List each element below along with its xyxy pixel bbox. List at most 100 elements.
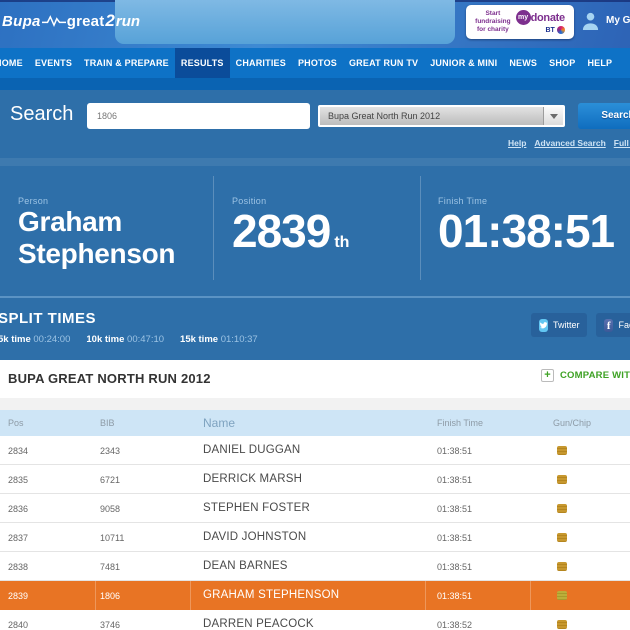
cell-name: DARREN PEACOCK [203, 618, 314, 630]
gun-chip-icon [557, 475, 567, 484]
gun-chip-icon [557, 446, 567, 455]
position-label: Position [232, 196, 267, 206]
help-link[interactable]: Help [508, 138, 527, 148]
person-label: Person [18, 196, 49, 206]
runner-first-name: Graham [18, 206, 123, 237]
col-header-name[interactable]: Name [203, 416, 236, 430]
table-row[interactable]: 2838 7481 DEAN BARNES 01:38:51 [0, 552, 630, 581]
my-great-run-link[interactable]: My Great Run [581, 11, 630, 30]
nav-item-shop[interactable]: SHOP [549, 58, 576, 68]
cell-finish-time: 01:38:51 [437, 533, 473, 543]
cell-pos: 2838 [8, 562, 29, 572]
person-column: Person Graham Stephenson [18, 196, 176, 270]
search-input[interactable] [87, 103, 310, 129]
full-results-link[interactable]: Full Results [613, 138, 630, 148]
col-header-finish-time[interactable]: Finish Time [437, 418, 484, 428]
nav-item-great-run-tv[interactable]: GREAT RUN TV [348, 58, 419, 68]
event-select[interactable]: Bupa Great North Run 2012 [318, 105, 565, 127]
cell-name: STEPHEN FOSTER [203, 502, 310, 514]
search-label: Search [10, 103, 74, 125]
table-row[interactable]: 2840 3746 DARREN PEACOCK 01:38:52 [0, 610, 630, 630]
cell-name: DERRICK MARSH [203, 473, 303, 485]
search-section: Search Bupa Great North Run 2012 Search … [0, 90, 630, 158]
runner-last-name: Stephenson [18, 238, 176, 270]
nav-item-home[interactable]: HOME [0, 58, 23, 68]
facebook-label: Facebook [618, 320, 630, 330]
col-header-pos[interactable]: Pos [8, 418, 24, 428]
cell-pos: 2837 [8, 533, 29, 543]
cell-name: DAVID JOHNSTON [203, 531, 307, 543]
logo-great-text: great [66, 12, 105, 30]
cell-bib: 1806 [100, 591, 121, 601]
great-run-logo[interactable]: Bupa great 2 run [2, 10, 140, 32]
split-10k: 10k time 00:47:10 [86, 334, 164, 345]
cell-bib: 10711 [100, 533, 125, 543]
position-suffix: th [334, 234, 350, 251]
cell-pos: 2839 [8, 591, 29, 601]
logo-swoosh: 2 [105, 11, 115, 30]
cell-pos: 2835 [8, 475, 29, 485]
finish-time-value: 01:38:51 [438, 205, 615, 257]
split-5k: 5k time 00:24:00 [0, 334, 70, 345]
nav-item-events[interactable]: EVENTS [34, 58, 73, 68]
split-15k-label: 15k time [180, 334, 219, 345]
table-separator [0, 398, 630, 410]
cell-bib: 2343 [100, 446, 121, 456]
col-header-gun-chip[interactable]: Gun/Chip [553, 418, 592, 428]
gun-chip-icon [557, 562, 567, 571]
gun-chip-icon [557, 620, 567, 629]
logo-bupa-text: Bupa [2, 12, 41, 30]
nav-item-help[interactable]: HELP [587, 58, 613, 68]
cell-finish-time: 01:38:51 [437, 475, 473, 485]
table-body: 2834 2343 DANIEL DUGGAN 01:38:51 2835 67… [0, 436, 630, 630]
cell-name: GRAHAM STEPHENSON [203, 589, 340, 601]
gun-chip-icon [557, 504, 567, 513]
compare-label: COMPARE WITH [560, 370, 630, 381]
twitter-button[interactable]: Twitter [531, 313, 587, 337]
split-15k: 15k time 01:10:37 [180, 334, 258, 345]
fundraise-text: Start fundraising for charity [475, 10, 510, 33]
cell-finish-time: 01:38:52 [437, 620, 473, 630]
table-row-highlighted[interactable]: 2839 1806 GRAHAM STEPHENSON 01:38:51 [0, 581, 630, 610]
split-times-title: SPLIT TIMES [0, 310, 97, 327]
table-row[interactable]: 2835 6721 DERRICK MARSH 01:38:51 [0, 465, 630, 494]
table-row[interactable]: 2834 2343 DANIEL DUGGAN 01:38:51 [0, 436, 630, 465]
table-row[interactable]: 2837 10711 DAVID JOHNSTON 01:38:51 [0, 523, 630, 552]
nav-item-train-prepare[interactable]: TRAIN & PREPARE [84, 58, 169, 68]
split-times-section: SPLIT TIMES 5k time 00:24:00 10k time 00… [0, 298, 630, 360]
compare-with-link[interactable]: + COMPARE WITH [541, 369, 630, 382]
mydonate-badge[interactable]: Start fundraising for charity my donate … [466, 5, 574, 39]
column-divider [213, 176, 214, 280]
cell-name: DEAN BARNES [203, 560, 288, 572]
cell-finish-time: 01:38:51 [437, 504, 473, 514]
cell-bib: 3746 [100, 620, 121, 630]
cell-pos: 2840 [8, 620, 29, 630]
nav-item-junior-mini[interactable]: JUNIOR & MINI [430, 58, 498, 68]
twitter-icon [539, 318, 548, 332]
bt-globe-icon [556, 26, 565, 34]
fundraise-line1: Start [485, 10, 501, 18]
split-10k-value: 00:47:10 [127, 334, 165, 345]
table-row[interactable]: 2836 9058 STEPHEN FOSTER 01:38:51 [0, 494, 630, 523]
nav-item-charities[interactable]: CHARITIES [235, 58, 286, 68]
nav-item-results[interactable]: RESULTS [174, 48, 230, 78]
heartbeat-icon [41, 14, 66, 32]
facebook-button[interactable]: f Facebook [596, 313, 630, 337]
plus-icon: + [541, 369, 554, 382]
nav-item-photos[interactable]: PHOTOS [297, 58, 337, 68]
split-5k-value: 00:24:00 [33, 334, 71, 345]
bt-logo-text: BT [545, 26, 555, 34]
search-links: Help Advanced Search Full Results [508, 138, 630, 148]
advanced-search-link[interactable]: Advanced Search [534, 138, 606, 148]
nav-item-news[interactable]: NEWS [509, 58, 538, 68]
header-search-panel [115, 0, 455, 44]
fundraise-line3: for charity [476, 25, 509, 33]
account-label: My Great Run [606, 15, 630, 26]
col-header-bib[interactable]: BIB [100, 418, 115, 428]
cell-bib: 9058 [100, 504, 121, 514]
search-button[interactable]: Search [578, 103, 630, 129]
fundraise-line2: fundraising [475, 18, 511, 26]
twitter-label: Twitter [553, 320, 580, 330]
